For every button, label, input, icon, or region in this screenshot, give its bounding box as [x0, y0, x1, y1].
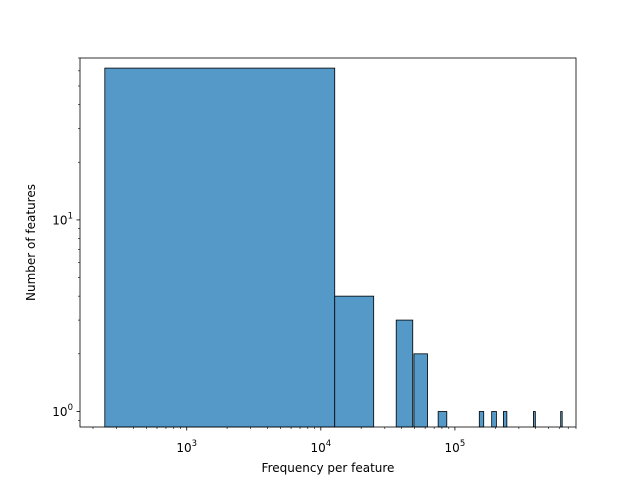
- bars-layer: [104, 67, 563, 428]
- histogram-bar-9: [560, 411, 563, 428]
- histogram-bar-8: [533, 411, 536, 428]
- histogram-bar-4: [437, 411, 448, 428]
- y-tick-label: 101: [52, 211, 73, 227]
- y-tick-label: 100: [52, 403, 73, 419]
- histogram-bar-2: [395, 319, 414, 428]
- histogram-bar-3: [413, 353, 428, 428]
- x-tick-label: 105: [445, 439, 466, 455]
- histogram-bar-7: [503, 411, 508, 428]
- x-tick-label: 103: [176, 439, 197, 455]
- x-tick-label: 104: [310, 439, 331, 455]
- histogram-bar-6: [491, 411, 497, 428]
- histogram-bar-5: [478, 411, 485, 428]
- y-axis-label: Number of features: [24, 184, 38, 301]
- x-axis-label: Frequency per feature: [262, 461, 395, 475]
- plot-frame: [79, 57, 577, 428]
- histogram-bar-1: [334, 295, 375, 428]
- y-axis-ticks: 100 101: [52, 57, 80, 421]
- x-axis-ticks: 103 104 105: [92, 427, 577, 455]
- histogram-bar-0: [104, 67, 336, 428]
